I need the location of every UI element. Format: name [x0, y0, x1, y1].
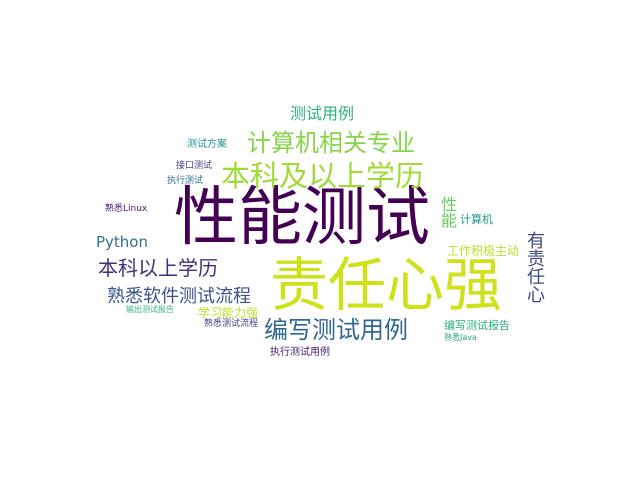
- word-xingneng-ceshi: 性能测试: [174, 181, 430, 255]
- word-gongzuo-jiji-zhudong: 工作积极主动: [447, 244, 520, 258]
- word-shuxi-java: 熟悉Java: [444, 333, 477, 342]
- word-jiekou-ceshi: 接口测试: [176, 161, 213, 171]
- word-zhixing-ceshi: 执行测试: [167, 176, 204, 186]
- word-shuxi-ceshi-liucheng: 熟悉测试流程: [204, 319, 259, 329]
- word-xuexi-nengli-qiang: 学习能力强: [198, 306, 259, 320]
- word-shuxi-linux: 熟悉Linux: [105, 204, 148, 214]
- word-python: Python: [96, 233, 148, 251]
- word-jisuanji: 计算机: [460, 213, 493, 226]
- word-shuchu-ceshi-baogao: 输出测试报告: [126, 305, 174, 314]
- word-you-zerenxin: 有责任心: [524, 231, 545, 303]
- word-benke-yishang-xueli: 本科以上学历: [98, 256, 218, 280]
- word-bianxie-ceshi-baogao: 编写测试报告: [444, 319, 510, 332]
- word-zerenxin-qiang: 责任心强: [270, 251, 503, 319]
- word-bianxie-ceshi-yongli: 编写测试用例: [264, 316, 408, 344]
- word-jisuanji-xiangguan-zhuanye: 计算机相关专业: [247, 129, 415, 157]
- word-ceshi-yongli: 测试用例: [290, 104, 355, 123]
- word-benke-jiyishang-xueli: 本科及以上学历: [221, 159, 425, 193]
- word-xingneng: 性能: [438, 196, 457, 228]
- word-zhixing-ceshi-yongli: 执行测试用例: [270, 347, 330, 358]
- word-ceshi-fangan: 测试方案: [187, 139, 227, 150]
- word-shuxi-ruanjian-ceshi-liucheng: 熟悉软件测试流程: [107, 286, 251, 307]
